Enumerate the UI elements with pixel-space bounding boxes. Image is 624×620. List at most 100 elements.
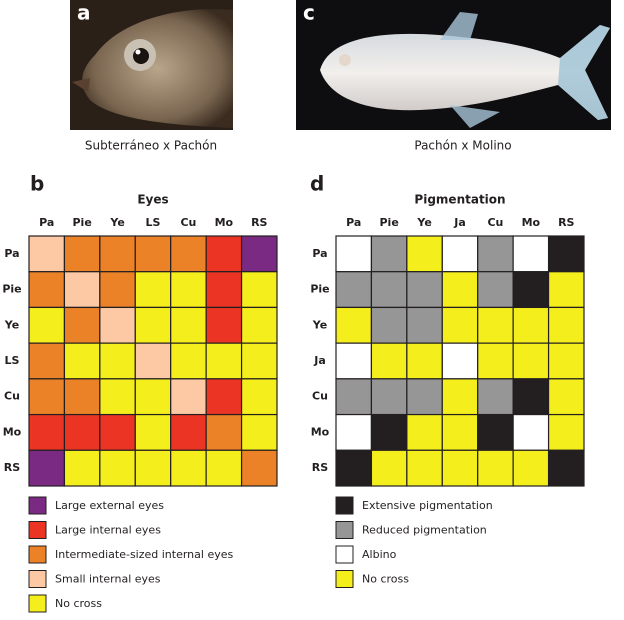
legend-swatch [335,545,354,564]
panel-label: c [303,1,315,25]
matrix-cell [170,271,207,309]
matrix-cell [134,413,172,451]
matrix-cell [335,378,373,416]
row-label: Mo [311,425,330,438]
column-label: Ye [109,216,124,229]
row-label: LS [5,354,20,367]
matrix-cell [477,235,514,273]
matrix-cell [477,306,514,344]
matrices: b Eyes Pa Pie Ye LS Cu Mo RS Pa Pie Ye LS Cu Mo RS Large… [2,172,585,613]
matrix-cell [370,306,408,344]
matrix-cell [240,413,278,451]
legend-label: Small internal eyes [55,573,161,586]
matrix-cell [406,235,443,273]
matrix-cell [170,342,207,380]
matrix-cell [28,235,66,273]
matrix-cell [512,306,550,344]
matrix-cell [547,413,585,451]
matrix-cell [547,449,585,487]
matrix-cell [99,306,136,344]
matrix-cell [370,271,408,309]
matrix-cell [63,235,101,273]
matrix-cell [63,306,101,344]
panel-label: a [77,1,91,25]
row-label: Cu [312,390,328,403]
matrix-cell [240,342,278,380]
matrix-cell [205,449,243,487]
row-label: Pie [310,283,329,296]
matrix-cell [205,306,243,344]
legend-swatch [28,570,47,588]
matrix-cell [99,378,136,416]
matrix-cell [335,449,373,487]
matrix-cell [28,413,66,451]
matrix-cell [441,235,479,273]
matrix-cell [477,413,514,451]
matrix-cell [134,342,172,380]
photo-a [70,0,233,130]
matrix-cell [335,271,373,309]
row-label: Ja [313,354,326,367]
column-label: Pa [39,216,54,229]
column-label: Ja [453,216,466,229]
column-label: Pa [346,216,361,229]
matrix-cell [335,413,373,451]
matrix-cell [240,235,278,273]
matrix-cell [441,449,479,487]
matrix-cell [370,449,408,487]
matrix-cell [547,271,585,309]
matrix-cell [477,378,514,416]
matrix-cell [28,306,66,344]
matrix-title: Pigmentation [414,193,505,207]
matrix-cell [240,306,278,344]
column-label: Mo [522,216,541,229]
matrix-cell [406,378,443,416]
matrix-cell [63,378,101,416]
matrix-cell [547,235,585,273]
matrix-cell [512,235,550,273]
matrix-cell [134,449,172,487]
legend-label: Albino [362,548,397,561]
matrix-cell [134,235,172,273]
matrix-cell [512,342,550,380]
legend-swatch [335,496,354,515]
matrix-cell [240,378,278,416]
matrix-cell [512,413,550,451]
matrix-cell [441,378,479,416]
legend-label: Large internal eyes [55,524,161,537]
row-label: Ye [312,318,327,331]
matrix-cell [205,342,243,380]
matrix-cell [547,306,585,344]
legend-swatch [335,570,354,588]
legend-label: No cross [55,597,102,610]
matrix-cell [370,413,408,451]
photo-c [296,0,611,130]
matrix-cell [406,306,443,344]
row-label: Pa [312,247,327,260]
legend-swatch [28,496,47,515]
matrix-cell [134,306,172,344]
matrix-cell [99,449,136,487]
row-label: Mo [3,425,22,438]
row-label: Pa [4,247,19,260]
matrix-cell [370,342,408,380]
matrix-cell [406,342,443,380]
row-label: RS [4,461,20,474]
matrix-cell [406,271,443,309]
matrix-cell [406,449,443,487]
matrix-cell [28,271,66,309]
matrix-cell [99,413,136,451]
matrix-cell [63,449,101,487]
caption: Subterráneo x Pachón [85,139,217,153]
matrix-cell [170,413,207,451]
matrix-cell [512,378,550,416]
matrix-cell [441,271,479,309]
row-label: Ye [4,318,19,331]
legend-label: Large external eyes [55,499,164,512]
matrix-cell [99,342,136,380]
matrix-cell [170,306,207,344]
legend-label: No cross [362,573,409,586]
matrix-cell [240,449,278,487]
matrix-cell [512,449,550,487]
